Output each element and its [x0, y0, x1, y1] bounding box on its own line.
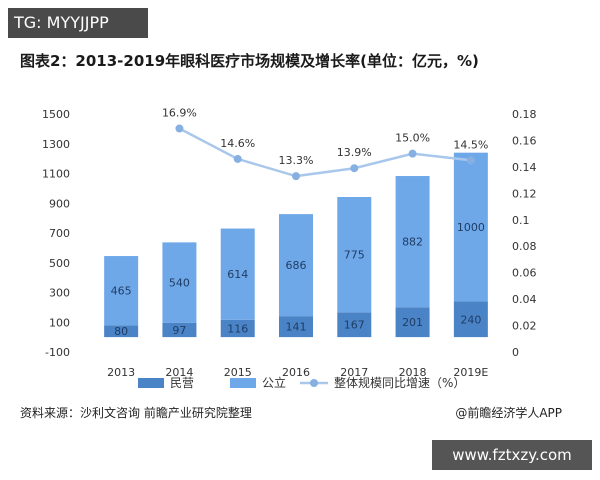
bar-label-gongli: 882: [402, 236, 423, 249]
bar-minying: [337, 312, 372, 338]
bar-label-minying: 97: [172, 324, 186, 337]
x-tick-label: 2014: [165, 366, 193, 379]
growth-label: 15.0%: [395, 132, 430, 145]
legend-swatch-minying: [138, 378, 164, 388]
watermark-tag-bottom: www.fztxzy.com: [432, 440, 592, 470]
bar-label-gongli: 1000: [457, 221, 485, 234]
y-right-tick-label: 0.12: [512, 187, 537, 200]
bar-minying: [104, 325, 139, 338]
x-tick-label: 2016: [282, 366, 310, 379]
y-left-tick-label: 1100: [42, 168, 70, 181]
y-left-tick-label: 700: [49, 227, 70, 240]
y-right-tick-label: 0.16: [512, 134, 537, 147]
bar-minying: [162, 322, 197, 338]
bar-gongli: [162, 242, 197, 323]
y-right-tick-label: 0.1: [512, 214, 530, 227]
legend-label-growth: 整体规模同比增速（%）: [334, 375, 465, 390]
bar-label-gongli: 775: [344, 249, 365, 262]
bar-gongli: [453, 152, 488, 302]
y-left-tick-label: 1300: [42, 138, 70, 151]
x-tick-label: 2015: [224, 366, 252, 379]
y-right-tick-label: 0.04: [512, 293, 537, 306]
y-right-tick-label: 0: [512, 346, 519, 359]
growth-point: [350, 164, 359, 173]
bar-label-minying: 80: [114, 325, 128, 338]
chart: -100 100 300 500 700 900 1100 1300 1500 0 0.02 0.04…: [42, 107, 537, 390]
watermark-tag-top: TG: MYYJJPP: [8, 8, 148, 38]
bar-label-gongli: 465: [111, 285, 132, 298]
bar-gongli: [395, 176, 430, 308]
bar-label-gongli: 686: [286, 259, 307, 272]
bar-minying: [279, 316, 313, 338]
brand-credit: @前瞻经济学人APP: [455, 406, 562, 420]
growth-point: [233, 154, 242, 163]
legend-swatch-gongli: [230, 378, 256, 388]
bar-label-minying: 116: [227, 322, 248, 335]
bar-label-minying: 240: [460, 313, 481, 326]
y-left-tick-label: 300: [49, 287, 70, 300]
bar-gongli: [279, 214, 313, 317]
growth-point: [175, 124, 184, 133]
chart-title: 图表2：2013-2019年眼科医疗市场规模及增长率(单位：亿元，%): [20, 52, 479, 70]
y-right-tick-label: 0.08: [512, 240, 537, 253]
y-right-tick-label: 0.06: [512, 267, 537, 280]
bar-minying: [453, 301, 488, 338]
y-left-tick-label: 1500: [42, 108, 70, 121]
growth-label: 16.9%: [162, 107, 197, 120]
bar-gongli: [220, 228, 255, 320]
growth-label: 13.3%: [279, 154, 314, 167]
x-tick-label: 2019E: [453, 366, 488, 379]
legend-marker-growth: [310, 379, 318, 387]
legend-label-gongli: 公立: [262, 375, 286, 390]
y-right-tick-label: 0.18: [512, 108, 537, 121]
bar-label-minying: 201: [402, 316, 423, 329]
x-tick-label: 2018: [399, 366, 427, 379]
bar-gongli: [104, 256, 139, 326]
bar-gongli: [337, 197, 372, 313]
growth-point: [292, 172, 300, 181]
bar-label-minying: 167: [344, 319, 365, 332]
bar-minying: [395, 307, 430, 338]
x-tick-label: 2017: [340, 366, 368, 379]
growth-label: 14.6%: [220, 137, 255, 150]
growth-point: [466, 156, 475, 165]
growth-point: [408, 149, 417, 158]
y-right-tick-label: 0.14: [512, 161, 537, 174]
y-left-tick-label: -100: [45, 346, 70, 359]
y-left-tick-label: 900: [49, 197, 70, 210]
legend-label-minying: 民营: [170, 376, 194, 390]
growth-line: [178, 127, 471, 178]
y-left-tick-label: 100: [49, 316, 70, 329]
bar-minying: [220, 319, 255, 338]
y-right-tick-label: 0.02: [512, 320, 537, 333]
x-tick-label: 2013: [107, 366, 135, 379]
source-note: 资料来源：沙利文咨询 前瞻产业研究院整理: [20, 406, 252, 420]
growth-label: 13.9%: [337, 146, 372, 159]
bar-label-minying: 141: [286, 321, 307, 334]
bar-label-gongli: 540: [169, 277, 190, 290]
bar-label-gongli: 614: [227, 268, 248, 281]
growth-label: 14.5%: [453, 138, 488, 151]
y-left-tick-label: 500: [49, 257, 70, 270]
